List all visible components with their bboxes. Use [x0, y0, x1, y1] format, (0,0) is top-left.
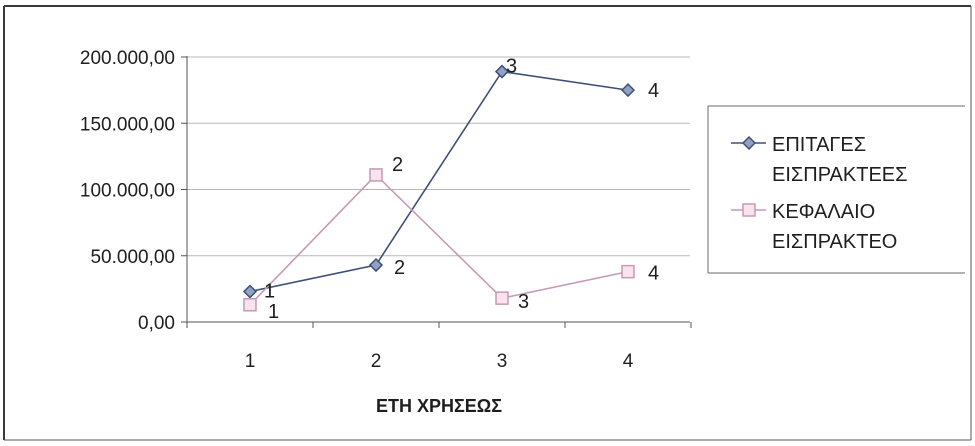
x-tick-label: 4 — [623, 351, 634, 372]
x-axis-title: ΕΤΗ ΧΡΗΣΕΩΣ — [376, 396, 502, 416]
data-point-label: 3 — [506, 56, 517, 78]
y-tick-label: 0,00 — [138, 313, 175, 334]
legend-label: ΕΠΙΤΑΓΕΣ — [772, 134, 866, 156]
legend-key-marker — [742, 203, 756, 217]
data-point-label: 2 — [394, 257, 405, 279]
data-point-marker — [621, 264, 635, 279]
data-point-label: 1 — [268, 301, 279, 323]
data-point-marker — [242, 284, 258, 299]
legend-label: ΚΕΦΑΛΑΙΟ — [772, 201, 875, 223]
data-point-label: 4 — [648, 80, 659, 102]
data-point-marker — [494, 64, 510, 79]
data-point-marker — [243, 298, 257, 312]
data-point-label: 3 — [518, 291, 529, 313]
y-tick-label: 100.000,00 — [80, 181, 175, 202]
data-point-label: 2 — [392, 154, 403, 176]
x-tick-label: 2 — [371, 351, 382, 372]
data-point-label: 1 — [264, 281, 275, 303]
legend-label: ΕΙΣΠΡΑΚΤΕΟ — [772, 231, 897, 253]
x-tick-label: 3 — [497, 351, 508, 372]
x-tick-label: 1 — [245, 351, 256, 372]
data-point-label: 4 — [648, 263, 659, 285]
data-point-marker — [495, 291, 509, 305]
y-tick-label: 200.000,00 — [80, 48, 175, 69]
data-point-marker — [369, 168, 383, 182]
y-tick-label: 50.000,00 — [90, 247, 175, 268]
data-point-marker — [368, 257, 384, 273]
legend-label: ΕΙΣΠΡΑΚΤΕΕΣ — [772, 164, 908, 186]
y-tick-label: 150.000,00 — [80, 114, 175, 135]
series-line — [249, 173, 629, 306]
legend-key-marker — [741, 135, 757, 151]
data-point-marker — [620, 83, 636, 98]
series-line — [249, 70, 629, 293]
